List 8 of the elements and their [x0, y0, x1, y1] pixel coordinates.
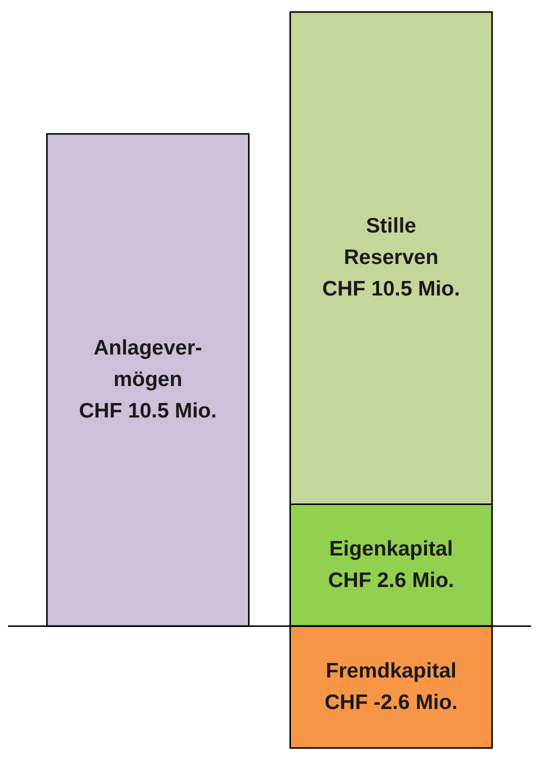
data-label: CHF -2.6 Mio. [324, 690, 458, 714]
series-label: Stille Reserven [344, 214, 438, 269]
series-label: Fremdkapital [326, 658, 456, 682]
series-label: Eigenkapital [329, 536, 453, 560]
data-label: CHF 2.6 Mio. [328, 568, 454, 592]
data-label: CHF 10.5 Mio. [79, 399, 217, 422]
data-label: CHF 10.5 Mio. [322, 277, 460, 300]
series-label: Anlagever-mögen [94, 336, 202, 391]
